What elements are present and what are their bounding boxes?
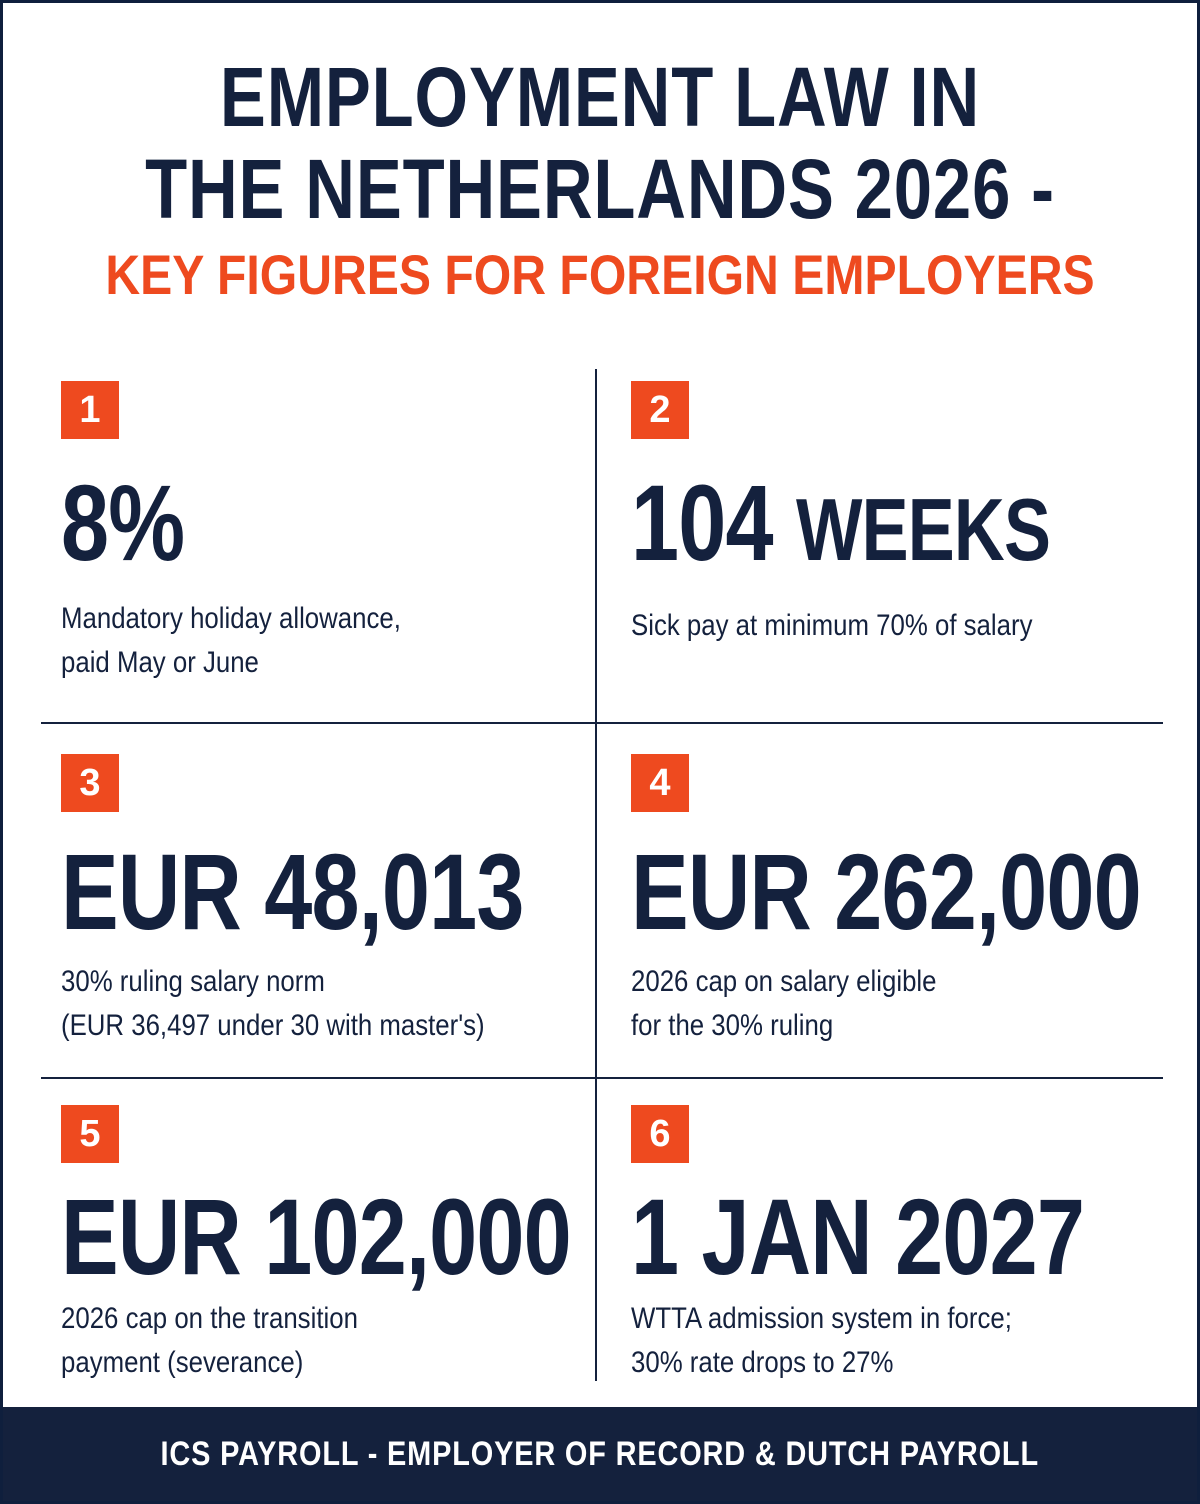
figure-card-5: 5 EUR 102,000 2026 cap on the transition… [61,1105,601,1385]
card-description-line-2: (EUR 36,497 under 30 with master's) [61,1009,485,1042]
card-value-text: 104 [631,462,774,583]
card-description-line-1: 2026 cap on the transition [61,1302,358,1335]
subtitle: KEY FIGURES FOR FOREIGN EMPLOYERS [105,243,1095,306]
figure-card-1: 1 8% Mandatory holiday allowance, paid M… [61,381,601,685]
card-number-badge: 6 [631,1105,689,1163]
card-description-line-1: 2026 cap on salary eligible [631,965,937,998]
card-number-badge: 3 [61,754,119,812]
figure-card-2: 2 104 WEEKS Sick pay at minimum 70% of s… [631,381,1171,648]
card-value-text: 8% [61,462,185,583]
card-description-line-2: for the 30% ruling [631,1009,834,1042]
card-value-text: EUR 102,000 [61,1176,572,1297]
card-description-line-2: payment (severance) [61,1346,304,1379]
card-description-line-2: 30% rate drops to 27% [631,1346,894,1379]
card-value-unit: WEEKS [795,480,1051,579]
card-description-line-1: Sick pay at minimum 70% of salary [631,609,1033,642]
card-value: EUR 102,000 [61,1177,572,1297]
card-description-line-1: WTTA admission system in force; [631,1302,1012,1335]
card-value: 1 JAN 2027 [631,1177,1085,1297]
title-line-2: THE NETHERLANDS 2026 - [145,142,1055,236]
horizontal-divider-2 [41,1077,1163,1079]
card-value: EUR 262,000 [631,832,1142,952]
card-value: EUR 48,013 [61,832,524,952]
figure-card-4: 4 EUR 262,000 2026 cap on salary eligibl… [631,754,1171,1048]
card-description-line-2: paid May or June [61,646,259,679]
card-value-text: 1 JAN 2027 [631,1176,1085,1297]
figure-card-3: 3 EUR 48,013 30% ruling salary norm (EUR… [61,754,601,1048]
card-number-badge: 1 [61,381,119,439]
card-description-line-1: Mandatory holiday allowance, [61,602,401,635]
card-value: 104 WEEKS [631,463,1063,590]
header: EMPLOYMENT LAW IN THE NETHERLANDS 2026 -… [3,51,1197,307]
card-value: 8% [61,463,493,583]
horizontal-divider-1 [41,722,1163,724]
figure-card-6: 6 1 JAN 2027 WTTA admission system in fo… [631,1105,1171,1385]
card-number-badge: 4 [631,754,689,812]
card-description-line-1: 30% ruling salary norm [61,965,325,998]
title-line-1: EMPLOYMENT LAW IN [219,50,981,144]
card-value-text: EUR 262,000 [631,831,1142,952]
footer-text: ICS PAYROLL - EMPLOYER OF RECORD & DUTCH… [160,1435,1040,1473]
card-value-text: EUR 48,013 [61,831,524,952]
card-number-badge: 2 [631,381,689,439]
vertical-divider [595,369,597,1381]
footer-banner: ICS PAYROLL - EMPLOYER OF RECORD & DUTCH… [3,1407,1197,1501]
card-number-badge: 5 [61,1105,119,1163]
